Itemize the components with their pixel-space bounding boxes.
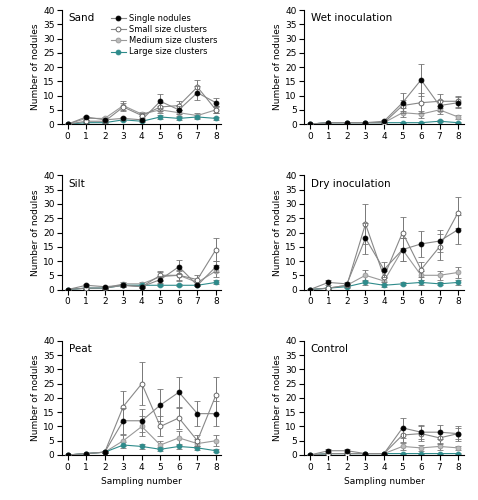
Text: Sand: Sand (68, 14, 95, 24)
Y-axis label: Number of nodules: Number of nodules (31, 189, 40, 276)
Legend: Single nodules, Small size clusters, Medium size clusters, Large size clusters: Single nodules, Small size clusters, Med… (111, 14, 218, 56)
Text: Dry inoculation: Dry inoculation (311, 179, 391, 189)
X-axis label: Sampling number: Sampling number (344, 477, 424, 486)
Text: Control: Control (311, 344, 348, 354)
Text: Peat: Peat (68, 344, 91, 354)
Y-axis label: Number of nodules: Number of nodules (273, 24, 282, 110)
Y-axis label: Number of nodules: Number of nodules (273, 354, 282, 441)
X-axis label: Sampling number: Sampling number (101, 477, 182, 486)
Y-axis label: Number of nodules: Number of nodules (31, 354, 40, 441)
Text: Silt: Silt (68, 179, 85, 189)
Text: Wet inoculation: Wet inoculation (311, 14, 392, 24)
Y-axis label: Number of nodules: Number of nodules (273, 189, 282, 276)
Y-axis label: Number of nodules: Number of nodules (31, 24, 40, 110)
